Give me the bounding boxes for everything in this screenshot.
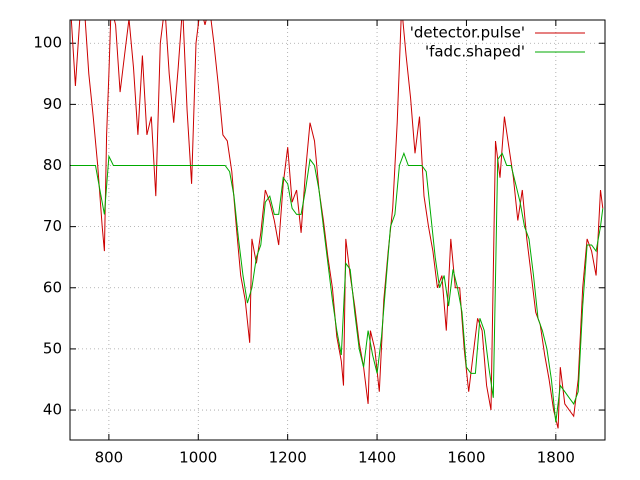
legend-label: 'fadc.shaped' (425, 43, 525, 61)
plot-area (70, 20, 604, 429)
y-tick-label: 90 (43, 95, 62, 113)
y-tick-label: 50 (43, 339, 62, 357)
series-line (70, 151, 604, 423)
x-tick-label: 1400 (358, 449, 396, 467)
x-tick-label: 1600 (447, 449, 485, 467)
legend-label: 'detector.pulse' (410, 24, 525, 42)
plot-border (69, 19, 606, 441)
y-tick-label: 100 (33, 34, 62, 52)
y-tick-label: 60 (43, 278, 62, 296)
series-line (70, 20, 604, 429)
y-tick-label: 80 (43, 156, 62, 174)
y-tick-label: 70 (43, 217, 62, 235)
y-tick-label: 40 (43, 401, 62, 419)
x-tick-label: 1800 (537, 449, 575, 467)
x-tick-label: 1200 (269, 449, 307, 467)
x-tick-label: 800 (95, 449, 124, 467)
x-tick-label: 1000 (179, 449, 217, 467)
